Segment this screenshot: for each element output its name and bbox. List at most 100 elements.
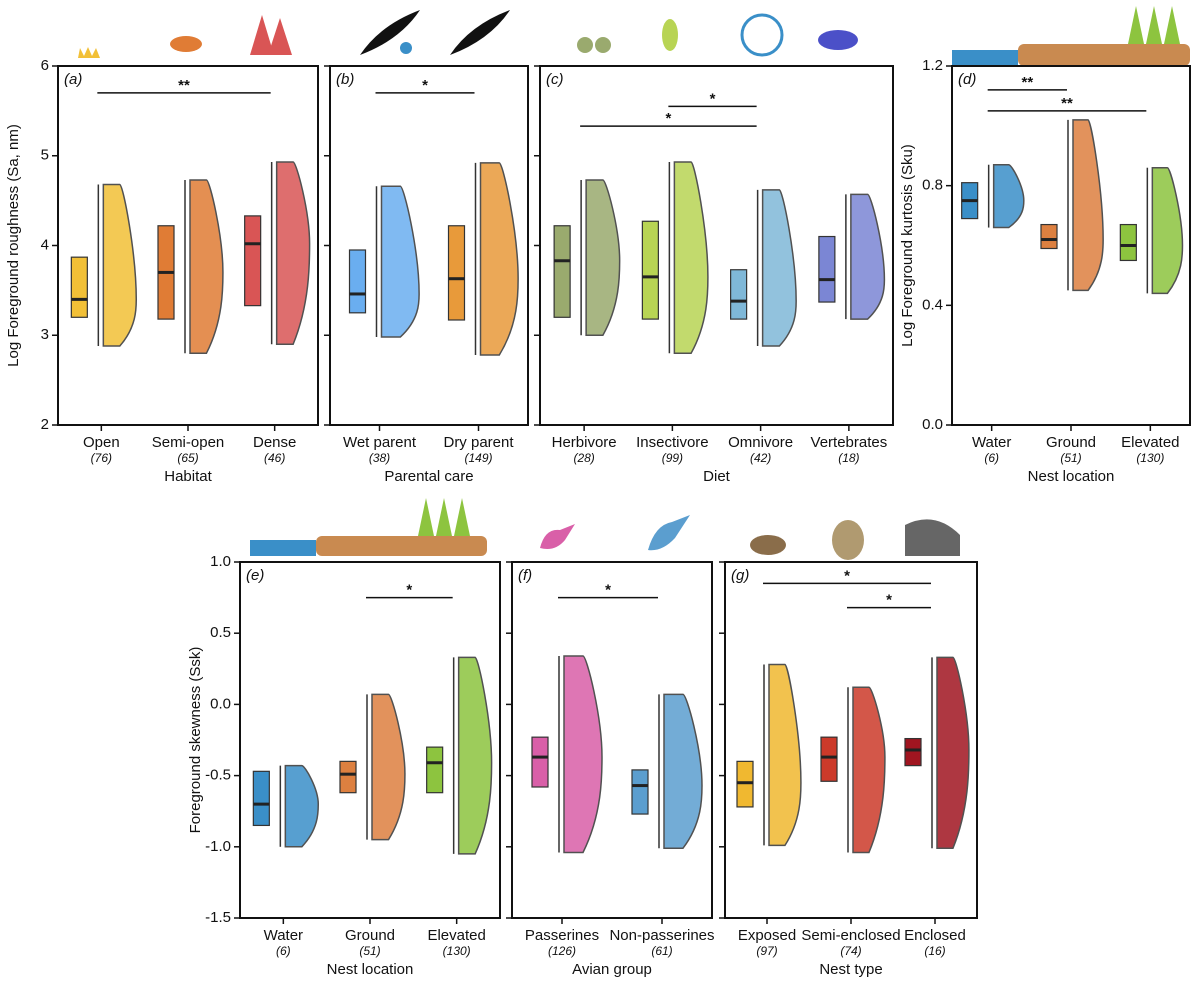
half-violin [768, 663, 802, 847]
sample-size: (51) [1060, 451, 1081, 465]
y-axis-label: Foreground skewness (Ssk) [187, 647, 204, 834]
fruit-icon [577, 37, 593, 53]
box [1040, 223, 1058, 250]
x-axis-label: Nest location [1028, 468, 1115, 485]
significance-label: ** [178, 77, 190, 94]
half-violin [936, 656, 970, 849]
half-violin [563, 655, 603, 854]
half-violin [189, 179, 224, 354]
tree-icon [454, 498, 470, 536]
forest-icon [268, 18, 292, 55]
water-icon [250, 540, 316, 556]
y-axis-label: Log Foreground roughness (Sa, nm) [5, 124, 22, 367]
tree-icon [1146, 6, 1162, 44]
forest-icon [250, 15, 274, 55]
ground-icon [1018, 44, 1190, 66]
sample-size: (28) [573, 451, 594, 465]
x-tick-label: Enclosed [904, 927, 966, 944]
half-violin [275, 161, 311, 345]
tree-icon [1164, 6, 1180, 44]
x-tick-label: Dense [253, 434, 296, 451]
sample-size: (18) [838, 451, 859, 465]
significance-label: * [886, 592, 892, 609]
x-axis-label: Avian group [572, 961, 652, 978]
sample-size: (99) [662, 451, 683, 465]
sample-size: (130) [1136, 451, 1164, 465]
y-tick-label: -1.5 [205, 909, 231, 926]
box [252, 770, 270, 827]
tree-icon [418, 498, 434, 536]
significance-label: * [844, 567, 850, 584]
half-violin [102, 183, 138, 347]
x-axis-label: Diet [703, 468, 731, 485]
sample-size: (76) [91, 451, 112, 465]
panel-label: (e) [246, 567, 264, 584]
panel-label: (a) [64, 71, 82, 88]
half-violin [673, 161, 709, 354]
x-tick-label: Omnivore [728, 434, 793, 451]
box [348, 249, 367, 314]
x-tick-label: Semi-open [152, 434, 225, 451]
y-tick-label: 4 [41, 236, 49, 253]
box [904, 737, 922, 767]
y-tick-label: 0.5 [210, 624, 231, 641]
x-tick-label: Water [264, 927, 303, 944]
significance-label: ** [1021, 74, 1033, 91]
x-tick-label: Ground [1046, 434, 1096, 451]
box [631, 769, 649, 815]
half-violin [380, 185, 420, 338]
nest-icon [832, 520, 864, 560]
significance-label: * [665, 110, 671, 127]
y-axis-label: Log Foreground kurtosis (Sku) [899, 144, 916, 347]
half-violin [852, 686, 886, 854]
x-axis-label: Nest type [819, 961, 882, 978]
x-tick-label: Wet parent [343, 434, 417, 451]
half-violin [284, 764, 320, 848]
half-violin [585, 179, 621, 336]
box [1119, 223, 1137, 262]
y-tick-label: 5 [41, 147, 49, 164]
box [820, 736, 838, 782]
half-violin [479, 162, 519, 356]
bird-icon [540, 524, 575, 549]
sample-size: (126) [548, 944, 576, 958]
y-tick-label: 1.0 [210, 553, 231, 570]
box [553, 225, 571, 318]
shrub-icon [170, 36, 202, 52]
sample-size: (97) [756, 944, 777, 958]
omnivore-icon [740, 13, 784, 57]
tree-icon [1128, 6, 1144, 44]
sample-size: (65) [177, 451, 198, 465]
y-tick-label: 3 [41, 326, 49, 343]
sample-size: (38) [369, 451, 390, 465]
half-violin [371, 693, 406, 841]
water-icon [952, 50, 1018, 66]
feather-icon [450, 10, 510, 55]
y-tick-label: -1.0 [205, 838, 231, 855]
y-tick-label: 1.2 [922, 57, 943, 74]
y-tick-label: 0.4 [922, 296, 943, 313]
x-tick-label: Ground [345, 927, 395, 944]
box [339, 760, 357, 794]
half-violin [992, 163, 1025, 229]
y-tick-label: 0.8 [922, 177, 943, 194]
bird-icon [648, 515, 690, 551]
half-violin [761, 189, 797, 347]
significance-label: * [406, 582, 412, 599]
significance-label: ** [1061, 95, 1073, 112]
x-tick-label: Exposed [738, 927, 796, 944]
drop-icon [400, 42, 412, 54]
half-violin [457, 656, 493, 855]
sample-size: (51) [359, 944, 380, 958]
x-tick-label: Elevated [427, 927, 485, 944]
burrow-icon [905, 519, 960, 556]
significance-label: * [422, 77, 428, 94]
box [641, 220, 659, 320]
y-tick-label: 2 [41, 416, 49, 433]
sample-size: (61) [651, 944, 672, 958]
x-axis-label: Parental care [384, 468, 473, 485]
panel-label: (c) [546, 71, 564, 88]
y-tick-label: -0.5 [205, 767, 231, 784]
x-tick-label: Dry parent [443, 434, 514, 451]
